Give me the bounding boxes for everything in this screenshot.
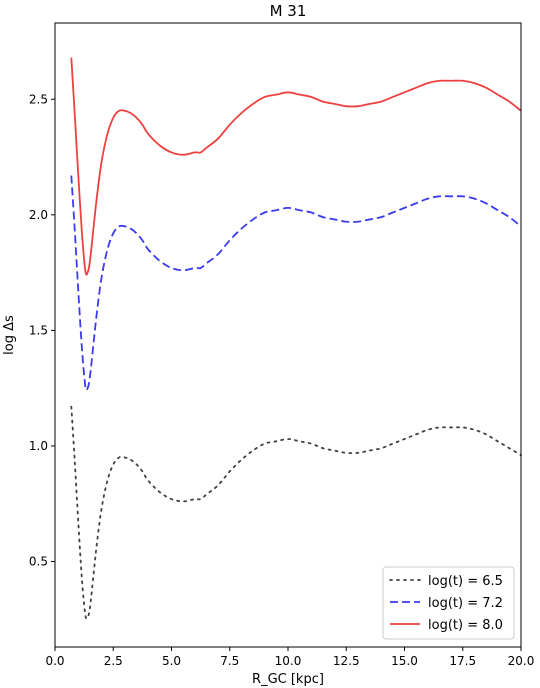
legend-box — [382, 566, 515, 640]
y-axis-label: log Δs — [2, 315, 17, 355]
x-tick-label: 0.0 — [45, 654, 64, 668]
x-tick-label: 2.5 — [104, 654, 123, 668]
legend-items: log(t) = 6.5 log(t) = 7.2 log(t) = 8.0 — [389, 574, 503, 633]
y-tick-label: 1.5 — [29, 323, 48, 337]
x-tick-label: 17.5 — [449, 654, 476, 668]
series-layer — [70, 57, 522, 620]
x-tick-label: 12.5 — [333, 654, 360, 668]
y-axis-ticks: 0.5 1.0 1.5 2.0 2.5 — [29, 92, 55, 568]
y-tick-label: 2.0 — [29, 208, 48, 222]
x-axis-label: R_GC [kpc] — [252, 672, 324, 687]
series-line-2 — [70, 175, 522, 392]
series-line-3 — [70, 57, 522, 276]
x-tick-label: 20.0 — [508, 654, 535, 668]
y-tick-label: 2.5 — [29, 92, 48, 106]
chart-title: M 31 — [270, 2, 307, 20]
legend-label-1: log(t) = 6.5 — [428, 574, 503, 589]
x-tick-label: 5.0 — [162, 654, 181, 668]
legend-label-3: log(t) = 8.0 — [428, 618, 503, 633]
series-line-1 — [70, 405, 522, 620]
x-tick-label: 15.0 — [391, 654, 418, 668]
x-tick-label: 7.5 — [220, 654, 239, 668]
y-tick-label: 0.5 — [29, 554, 48, 568]
y-tick-label: 1.0 — [29, 439, 48, 453]
x-tick-label: 10.0 — [275, 654, 302, 668]
legend: log(t) = 6.5 log(t) = 7.2 log(t) = 8.0 — [382, 566, 515, 640]
x-axis-ticks: 0.0 2.5 5.0 7.5 10.0 12.5 15.0 17.5 20.0 — [45, 647, 534, 668]
legend-label-2: log(t) = 7.2 — [428, 596, 503, 611]
